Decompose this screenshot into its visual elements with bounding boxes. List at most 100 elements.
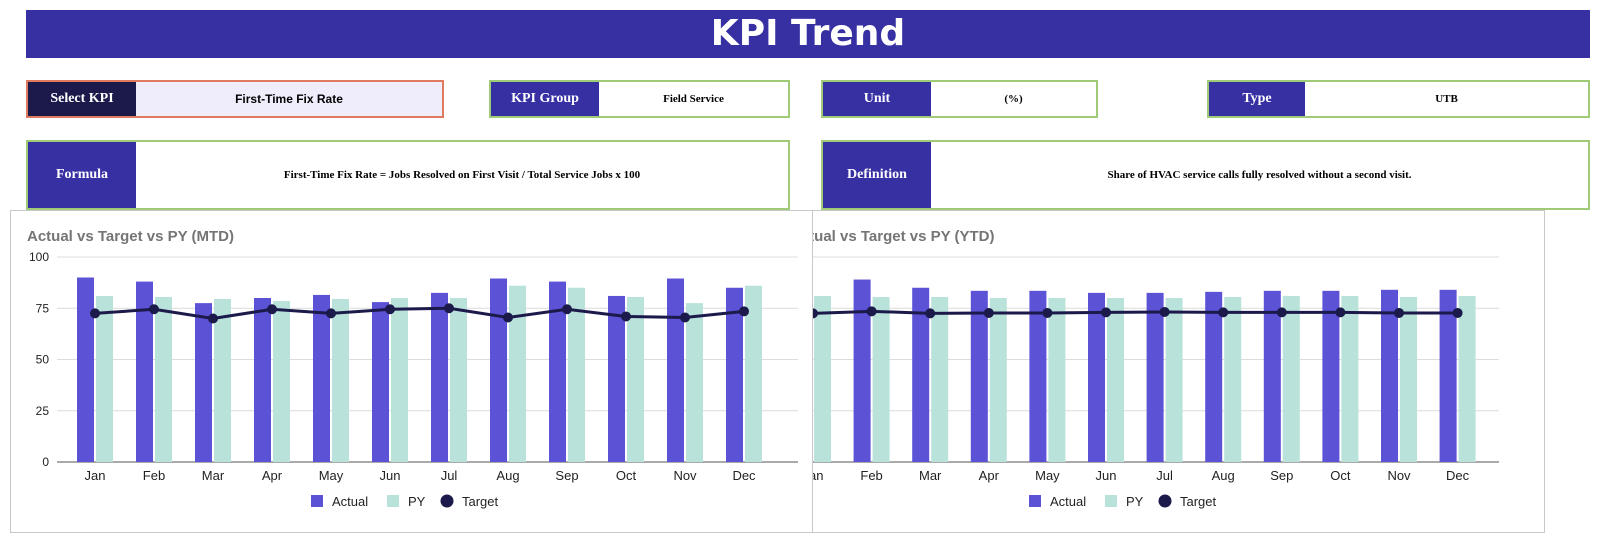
unit-label: Unit — [823, 82, 931, 116]
ytd-bar-py — [1107, 298, 1124, 462]
ytd-legend-target-label: Target — [1180, 494, 1217, 509]
mtd-bar-actual — [431, 292, 448, 462]
unit-value: (%) — [1004, 93, 1023, 105]
ytd-target-point — [1218, 307, 1229, 318]
ytd-target-point — [1159, 306, 1170, 317]
mtd-legend-actual-swatch — [311, 495, 323, 507]
ytd-bar-actual — [1029, 290, 1047, 462]
unit-field: Unit (%) — [821, 80, 1098, 118]
mtd-bar-py — [509, 285, 526, 462]
mtd-x-tick-label: Aug — [496, 468, 519, 483]
ytd-chart-panel: Actual vs Target vs PY (YTD) Jan Feb Mar Ap… — [772, 210, 1545, 533]
kpi-group-label: KPI Group — [491, 82, 599, 116]
type-value: UTB — [1435, 93, 1458, 105]
mtd-bar-actual — [549, 281, 566, 462]
ytd-bar-py — [814, 295, 831, 462]
ytd-bar-py — [1341, 295, 1359, 462]
ytd-chart: Jan Feb Mar Apr May Jun Jul Aug Sep Oct Nov DecActu… — [773, 256, 1499, 509]
ytd-bar-actual — [912, 287, 930, 462]
mtd-y-tick-label: 50 — [36, 353, 50, 367]
mtd-bar-actual — [136, 281, 153, 462]
mtd-target-point — [267, 304, 277, 315]
mtd-bar-py — [214, 299, 231, 462]
ytd-target-line — [812, 309, 1458, 315]
mtd-y-tick-label: 25 — [36, 404, 50, 418]
mtd-target-point — [208, 313, 218, 324]
mtd-x-tick-label: Nov — [673, 468, 697, 483]
ytd-bar-actual — [1381, 289, 1398, 462]
ytd-x-tick-label: Dec — [1446, 468, 1470, 483]
mtd-target-point — [444, 303, 454, 314]
ytd-bar-py — [931, 296, 949, 462]
ytd-x-tick-label: Jun — [1096, 468, 1117, 483]
ytd-bar-actual — [1088, 292, 1105, 462]
ytd-target-point — [925, 308, 936, 319]
mtd-legend-py-label: PY — [408, 494, 426, 509]
mtd-bar-py — [391, 298, 408, 462]
mtd-chart: 0 25 50 75 100 Jan Feb Mar Apr May Jun Jul Aug Sep Oct… — [29, 250, 798, 509]
ytd-chart-title: Actual vs Target vs PY (YTD) — [790, 228, 995, 245]
mtd-bar-actual — [667, 278, 684, 462]
formula-label: Formula — [28, 142, 136, 208]
mtd-bar-actual — [726, 287, 743, 462]
ytd-x-tick-label: May — [1035, 468, 1060, 483]
mtd-bar-py — [273, 301, 290, 462]
ytd-legend-target-marker — [1158, 494, 1172, 508]
ytd-target-point — [983, 307, 994, 318]
ytd-bar-py — [1458, 295, 1476, 462]
ytd-legend-py-label: PY — [1126, 494, 1144, 509]
ytd-bar-py — [989, 298, 1007, 462]
ytd-x-tick-label: Feb — [860, 468, 882, 483]
ytd-x-tick-label: Jul — [1156, 468, 1173, 483]
definition-value: Share of HVAC service calls fully resolv… — [1107, 169, 1412, 181]
mtd-bar-py — [96, 295, 113, 462]
mtd-target-point — [739, 306, 749, 317]
select-kpi-dropdown[interactable]: First-Time Fix Rate — [136, 82, 442, 116]
ytd-x-tick-label: Nov — [1387, 468, 1411, 483]
mtd-target-point — [503, 312, 513, 323]
mtd-bar-py — [155, 296, 172, 462]
ytd-target-point — [866, 306, 877, 317]
mtd-x-tick-label: Jul — [441, 468, 458, 483]
mtd-bar-actual — [313, 294, 330, 462]
ytd-legend-actual-swatch — [1029, 495, 1041, 507]
mtd-legend-actual-label: Actual — [332, 494, 368, 509]
select-kpi-field[interactable]: Select KPI First-Time Fix Rate — [26, 80, 444, 118]
ytd-x-tick-label: Sep — [1270, 468, 1293, 483]
mtd-target-point — [680, 312, 690, 323]
mtd-x-tick-label: Sep — [555, 468, 578, 483]
select-kpi-label: Select KPI — [28, 82, 136, 116]
ytd-x-tick-label: Aug — [1212, 468, 1235, 483]
ytd-bar-actual — [970, 290, 988, 462]
ytd-bar-actual — [1439, 289, 1457, 462]
ytd-target-point — [1335, 307, 1346, 318]
mtd-target-point — [90, 308, 100, 319]
mtd-chart-title: Actual vs Target vs PY (MTD) — [27, 228, 234, 245]
mtd-x-tick-label: Jan — [85, 468, 106, 483]
ytd-legend-actual-label: Actual — [1050, 494, 1086, 509]
ytd-bar-py — [1400, 296, 1417, 462]
mtd-bar-py — [332, 299, 349, 462]
mtd-target-line — [94, 306, 745, 321]
mtd-x-tick-label: Dec — [732, 468, 756, 483]
ytd-bar-actual — [1146, 292, 1164, 462]
mtd-bar-actual — [77, 277, 94, 462]
definition-field: Definition Share of HVAC service calls f… — [821, 140, 1590, 210]
ytd-bar-actual — [1322, 290, 1340, 462]
mtd-bar-py — [450, 298, 467, 462]
mtd-bar-actual — [490, 278, 507, 462]
definition-label: Definition — [823, 142, 931, 208]
type-label: Type — [1209, 82, 1305, 116]
mtd-bar-py — [568, 287, 585, 462]
ytd-bar-py — [872, 296, 890, 462]
mtd-bar-py — [627, 296, 644, 462]
mtd-x-tick-label: Apr — [262, 468, 283, 483]
mtd-x-tick-label: Oct — [616, 468, 637, 483]
ytd-x-tick-label: Mar — [919, 468, 942, 483]
mtd-chart-panel: Actual vs Target vs PY (MTD) 0 25 50 75 100 J… — [10, 210, 813, 533]
mtd-x-tick-label: Feb — [143, 468, 165, 483]
ytd-target-point — [1394, 307, 1404, 318]
formula-field: Formula First-Time Fix Rate = Jobs Resol… — [26, 140, 790, 210]
ytd-bar-py — [1282, 295, 1300, 462]
ytd-x-tick-label: Oct — [1330, 468, 1351, 483]
